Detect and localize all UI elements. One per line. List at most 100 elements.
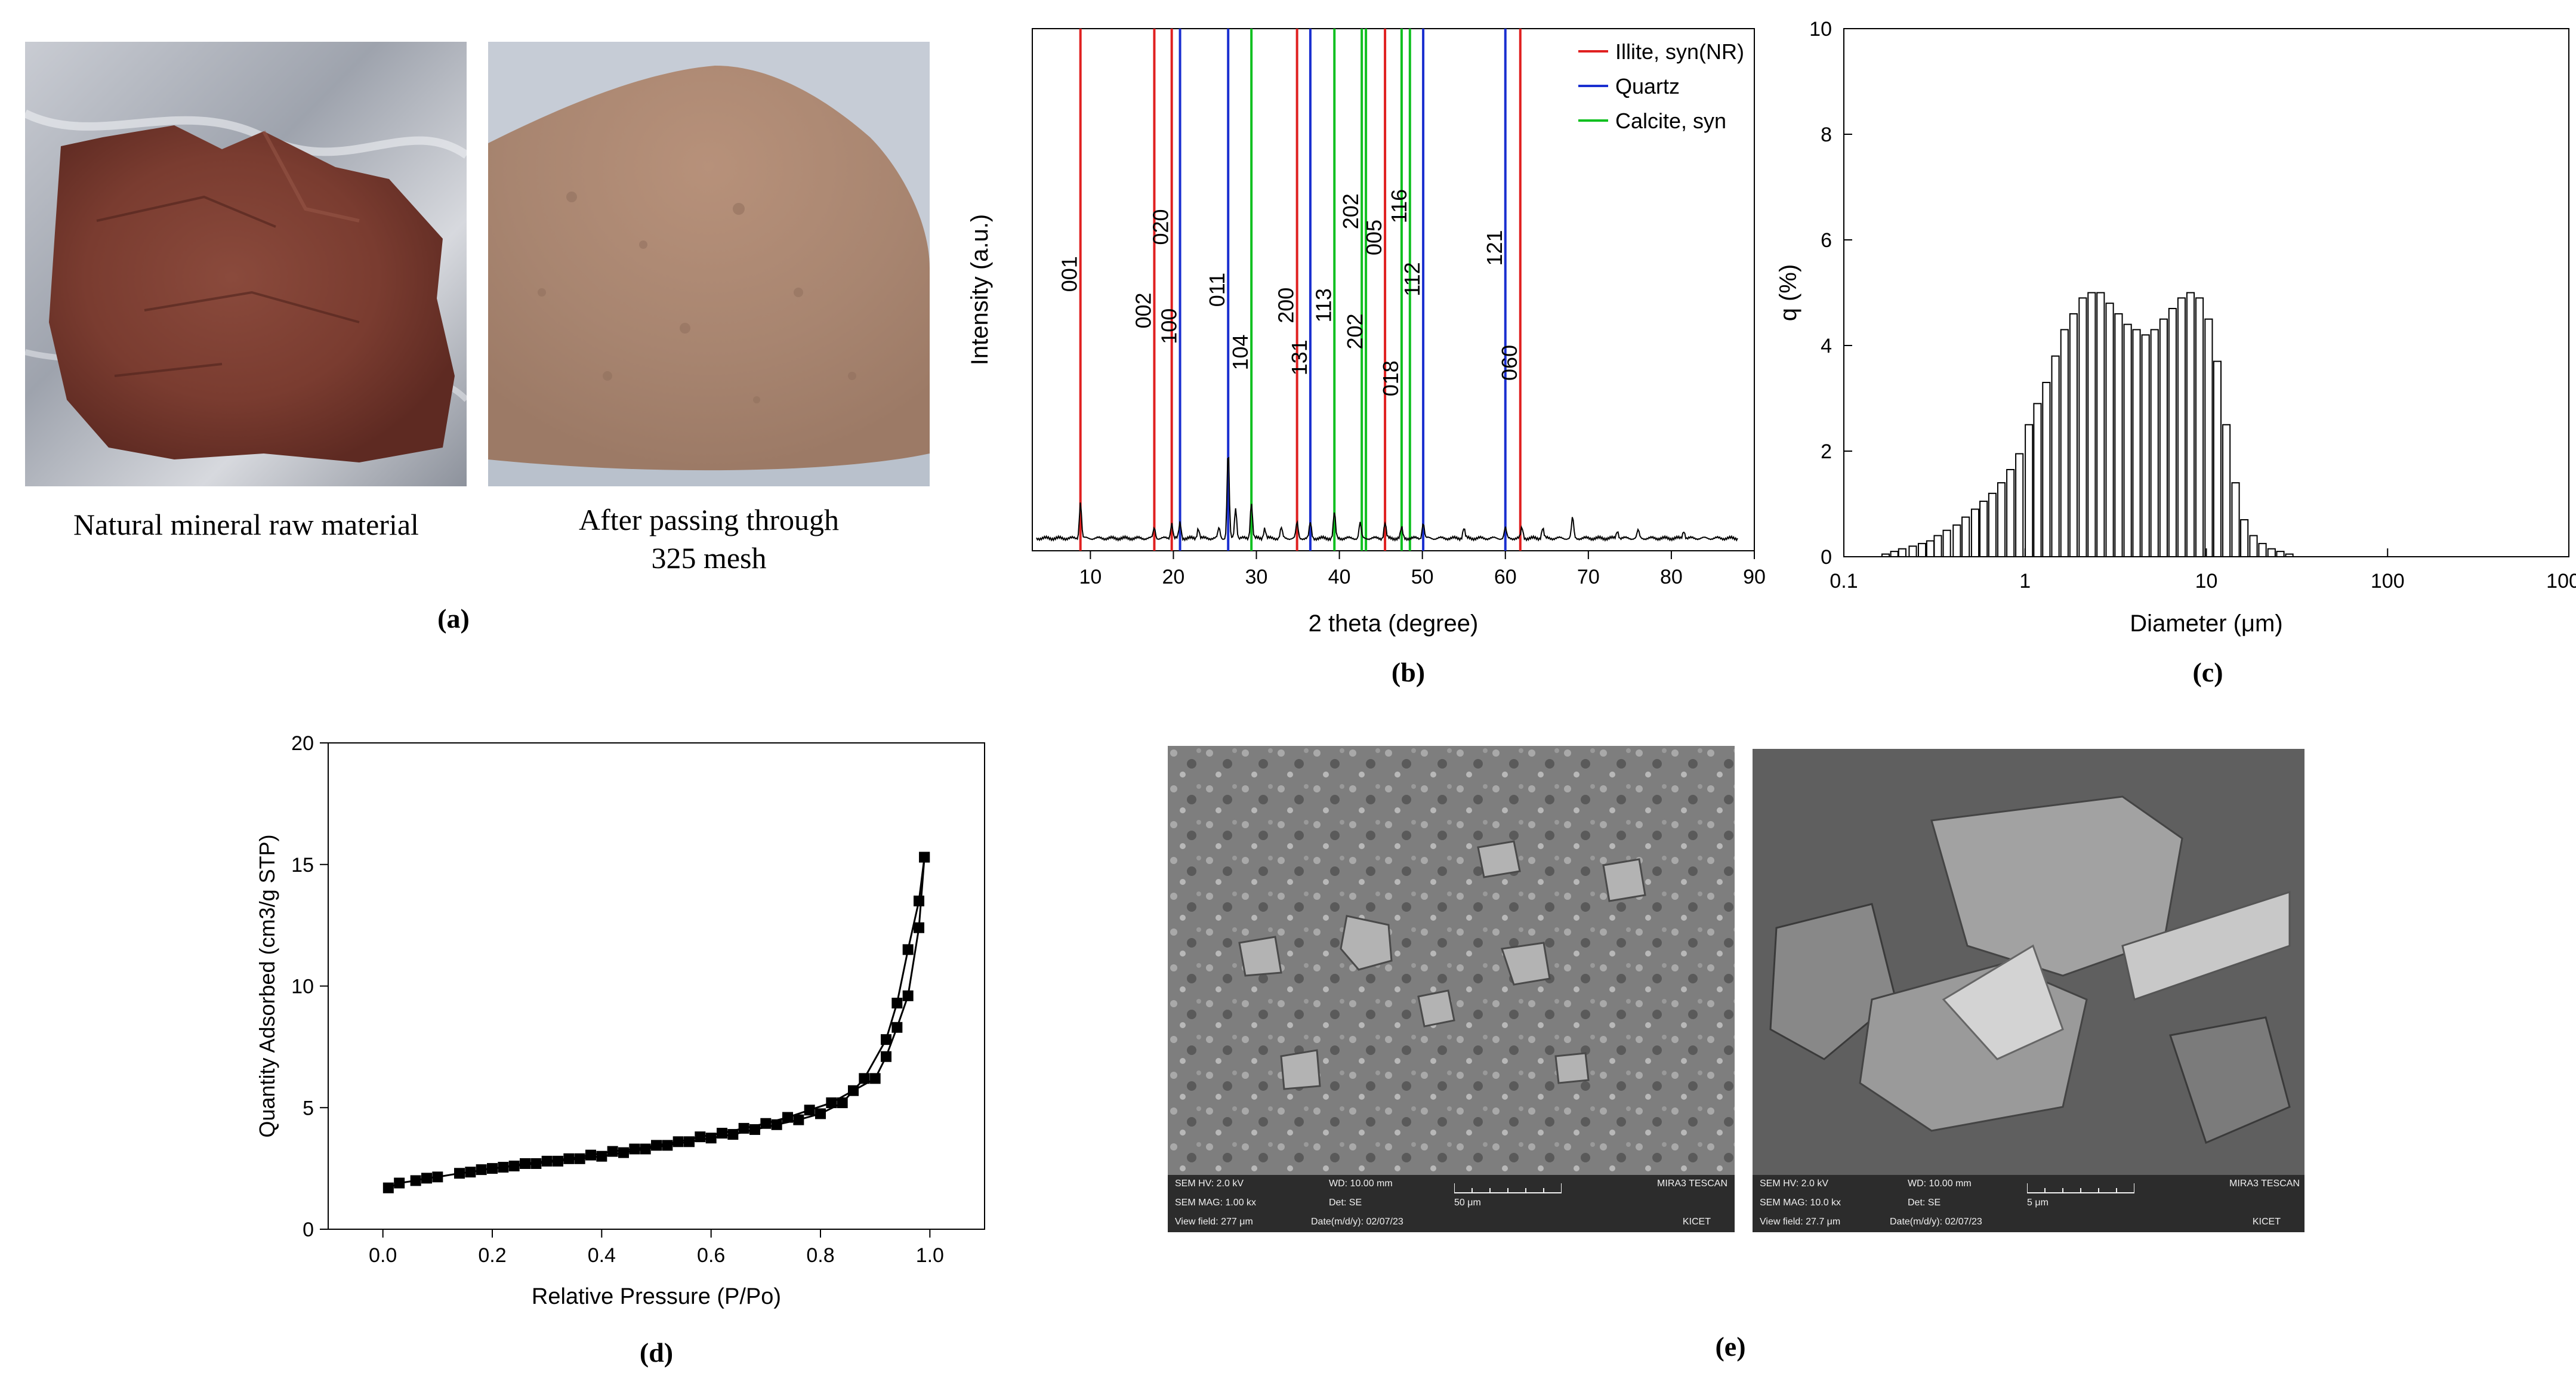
distribution-bar [1979,501,1988,558]
plot-frame [328,742,985,1230]
panel-label-e: (e) [1715,1331,1746,1362]
powder-photo [488,42,930,486]
hkl-label: 113 [1311,288,1335,322]
hkl-label: 116 [1387,189,1411,223]
xrd-chart: 0010020201000111042001311132022020050181… [967,28,1766,637]
data-point [826,1097,837,1109]
sem-mag: SEM MAG: 1.00 kx [1175,1198,1257,1208]
data-point [651,1140,662,1151]
distribution-bar [2123,323,2132,557]
hkl-label: 020 [1149,209,1173,245]
distribution-bar [2285,553,2294,558]
distribution-bar [2168,308,2177,557]
data-point [563,1153,575,1164]
sem-view-field: View field: 27.7 μm [1760,1217,1841,1227]
sem-wd: WD: 10.00 mm [1908,1179,1972,1189]
data-point [553,1155,563,1167]
x-axis-label: Diameter (μm) [2130,610,2282,637]
sem-info-bar-2: SEM HV: 2.0 kV WD: 10.00 mm MIRA3 TESCAN… [1753,1175,2304,1232]
hkl-label: 005 [1362,220,1386,255]
y-axis-label: q (%) [1775,264,1801,322]
bet-chart: 0.0 0.2 0.4 0.6 0.8 1.0 0 5 10 15 20 Relative Press… [255,732,985,1309]
x-tick-label: 0.2 [478,1244,506,1267]
distribution-bar [1926,540,1935,558]
distribution-bar [2141,334,2150,557]
sem-date: Date(m/d/y): 02/07/23 [1311,1217,1403,1227]
y-tick-label: 5 [303,1097,314,1119]
distribution-bar [1898,548,1906,557]
distribution-bar [2213,360,2222,557]
y-tick-label: 20 [291,732,314,755]
data-point [717,1128,727,1139]
data-point [662,1140,673,1151]
data-point [848,1085,859,1096]
data-point [782,1112,793,1123]
x-tick-label: 20 [1162,566,1185,588]
x-tick-label: 80 [1660,566,1683,588]
data-point [695,1131,706,1143]
hkl-label: 112 [1400,262,1424,296]
data-point [498,1162,509,1173]
distribution-bar [2033,403,2042,557]
powder-caption-line2: 325 mesh [651,541,767,575]
data-point [902,944,914,955]
data-point [530,1158,542,1169]
raw-mineral-photo [25,42,467,486]
x-axis-label: Relative Pressure (P/Po) [532,1284,781,1309]
distribution-bar [1881,553,1890,558]
data-point [465,1167,476,1178]
plot-frame [1032,28,1755,551]
distribution-bar [2276,551,2285,558]
powder-pile [488,66,930,471]
sem-hv: SEM HV: 2.0 kV [1760,1179,1828,1189]
y-tick-label: 6 [1821,229,1832,252]
data-point [881,1034,891,1045]
y-tick-label: 4 [1821,335,1832,357]
distribution-bar [1952,524,1961,558]
distribution-bar [2186,292,2195,557]
distribution-bar [2159,318,2168,557]
data-point [432,1171,443,1183]
data-point [382,1182,394,1193]
sem-view-field: View field: 277 μm [1175,1217,1253,1227]
distribution-bar [1890,551,1899,558]
distribution-bar [2042,381,2051,557]
distribution-bar [2150,329,2159,557]
sem-hv: SEM HV: 2.0 kV [1175,1179,1244,1189]
hkl-label: 018 [1378,360,1403,396]
distribution-bar [1942,529,1951,557]
panel-label-b: (b) [1391,657,1426,687]
distribution-bar [1908,545,1917,557]
distribution-bar [2240,519,2249,557]
data-point [541,1155,553,1167]
x-tick-label: 90 [1743,566,1766,588]
distribution-bar [2222,424,2231,557]
distribution-bar [1970,508,1980,557]
distribution-bar [2177,297,2186,557]
distribution-bar [1961,516,1970,557]
data-point [793,1114,804,1125]
distribution-bar [2231,482,2240,557]
raw-mineral-caption: Natural mineral raw material [73,508,419,541]
sem-scale: 5 μm [2027,1198,2049,1208]
desorption-line [481,857,925,1171]
x-tick-label: 0.6 [697,1244,725,1267]
sem-mag: SEM MAG: 10.0 kx [1760,1198,1841,1208]
x-tick-label: 0.1 [1830,570,1858,593]
data-point [760,1118,772,1129]
data-point [574,1153,585,1164]
data-point [919,852,930,863]
x-tick-label: 30 [1245,566,1268,588]
data-point [881,1051,891,1062]
panel-e: SEM HV: 2.0 kV WD: 10.00 mm MIRA3 TESCAN… [1164,746,2309,1378]
hkl-label: 060 [1497,345,1522,381]
panel-label-a: (a) [437,603,470,634]
x-tick-label: 10 [2195,570,2218,593]
x-tick-label: 50 [1411,566,1434,588]
distribution-bar [2025,424,2034,557]
panel-label-c: (c) [2192,657,2223,687]
data-point [914,922,924,933]
x-tick-label: 0.8 [806,1244,834,1267]
powder-caption-line1: After passing through [578,503,840,536]
